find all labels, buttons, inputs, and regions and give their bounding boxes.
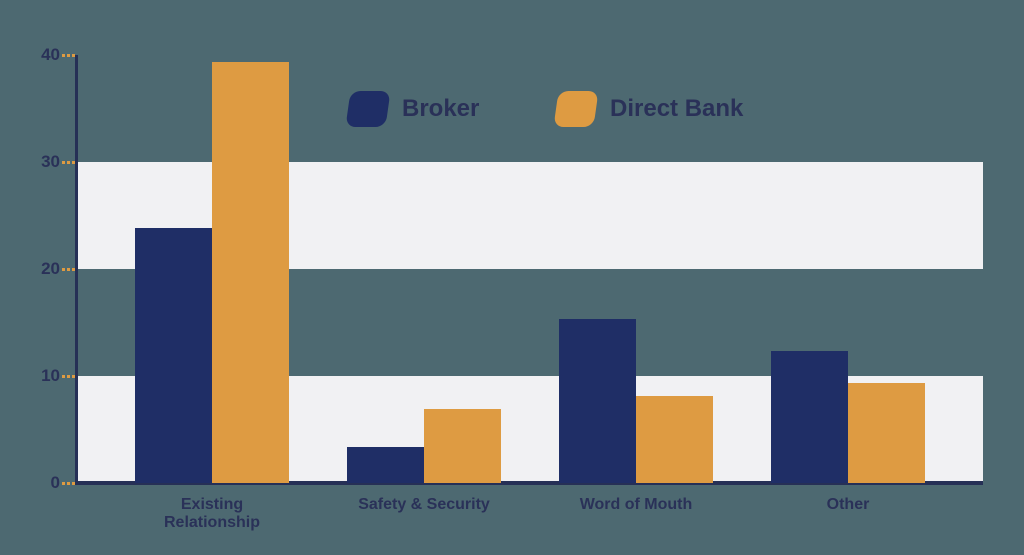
direct-bank-swatch-icon (553, 91, 599, 127)
broker-swatch-icon (345, 91, 391, 127)
bar-broker-existing-relationship (135, 228, 212, 483)
y-tick-label: 10 (41, 366, 60, 385)
bar-broker-word-of-mouth (559, 319, 636, 483)
x-category-label: Other (826, 496, 870, 513)
bar-broker-other (771, 351, 848, 483)
y-tick (62, 374, 76, 378)
x-axis-line (75, 481, 983, 485)
y-axis-line (75, 55, 78, 483)
y-tick-label: 0 (50, 473, 60, 492)
legend-item-direct-bank: Direct Bank (553, 90, 744, 128)
y-tick-label: 30 (41, 152, 60, 171)
bar-direct-bank-safety-security (424, 409, 501, 483)
bar-direct-bank-word-of-mouth (636, 396, 713, 483)
legend-label-broker: Broker (402, 95, 480, 122)
x-category-label: Word of Mouth (579, 496, 693, 513)
y-tick (62, 160, 76, 164)
legend-label-direct-bank: Direct Bank (610, 95, 744, 122)
legend-item-broker: Broker (345, 90, 480, 128)
bar-direct-bank-other (848, 383, 925, 483)
bar-broker-safety-security (347, 446, 424, 483)
x-category-label: Existing Relationship (163, 496, 260, 531)
y-tick-label: 40 (41, 45, 60, 64)
y-tick (62, 481, 76, 485)
y-tick (62, 53, 76, 57)
y-tick-label: 20 (41, 259, 60, 278)
bar-direct-bank-existing-relationship (212, 62, 289, 483)
x-category-label: Safety & Security (358, 496, 490, 513)
y-tick (62, 267, 76, 271)
